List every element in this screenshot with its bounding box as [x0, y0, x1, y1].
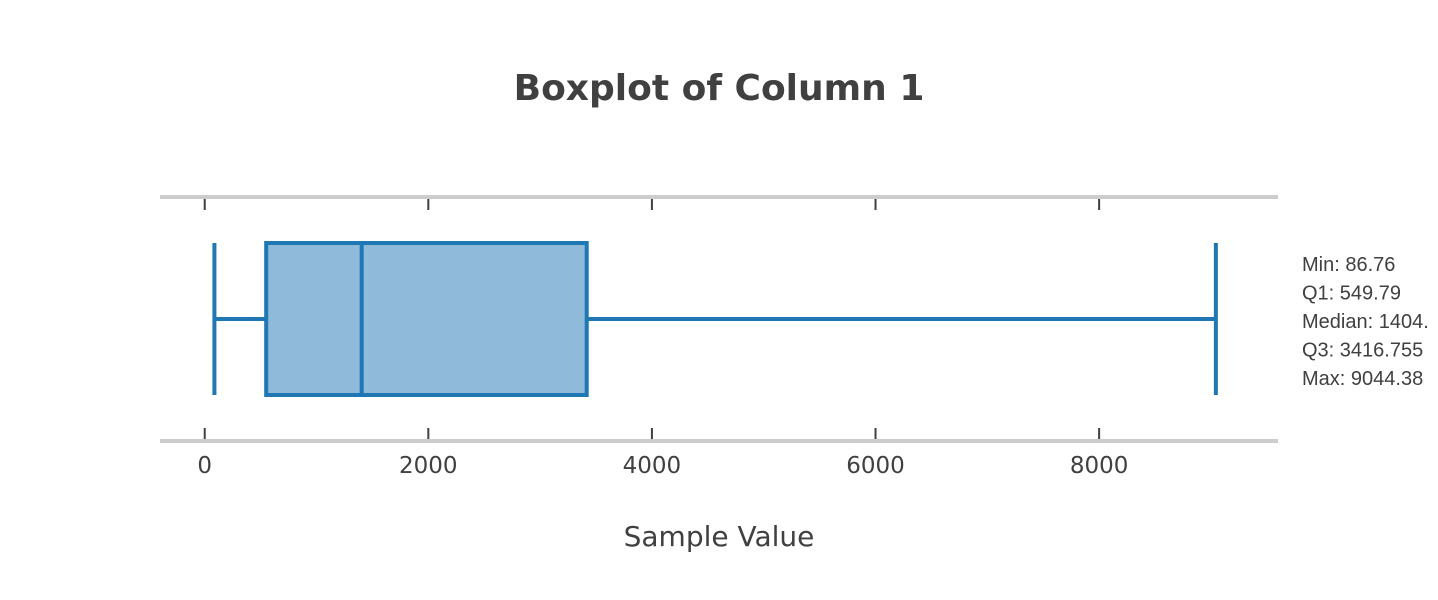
stats-line: Q1: 549.79: [1302, 283, 1401, 305]
x-tick-label: 6000: [846, 453, 905, 479]
stats-line: Q3: 3416.755: [1302, 340, 1423, 362]
x-axis-label: Sample Value: [624, 520, 815, 553]
stats-line: Median: 1404.: [1302, 311, 1429, 333]
stats-annotation: Min: 86.76 Q1: 549.79 Median: 1404. Q3: 341…: [1302, 254, 1429, 390]
x-tick-label: 2000: [399, 453, 458, 479]
boxplot-series: [212, 241, 1218, 397]
stats-line: Min: 86.76: [1302, 254, 1395, 276]
x-tick-label: 0: [197, 453, 212, 479]
x-axis-ticks: 0 2000 4000 6000 8000: [197, 199, 1128, 479]
iqr-box: [264, 241, 589, 397]
x-tick-label: 4000: [623, 453, 682, 479]
x-tick-label: 8000: [1070, 453, 1129, 479]
chart-title: Boxplot of Column 1: [514, 68, 925, 109]
stats-line: Max: 9044.38: [1302, 368, 1423, 390]
